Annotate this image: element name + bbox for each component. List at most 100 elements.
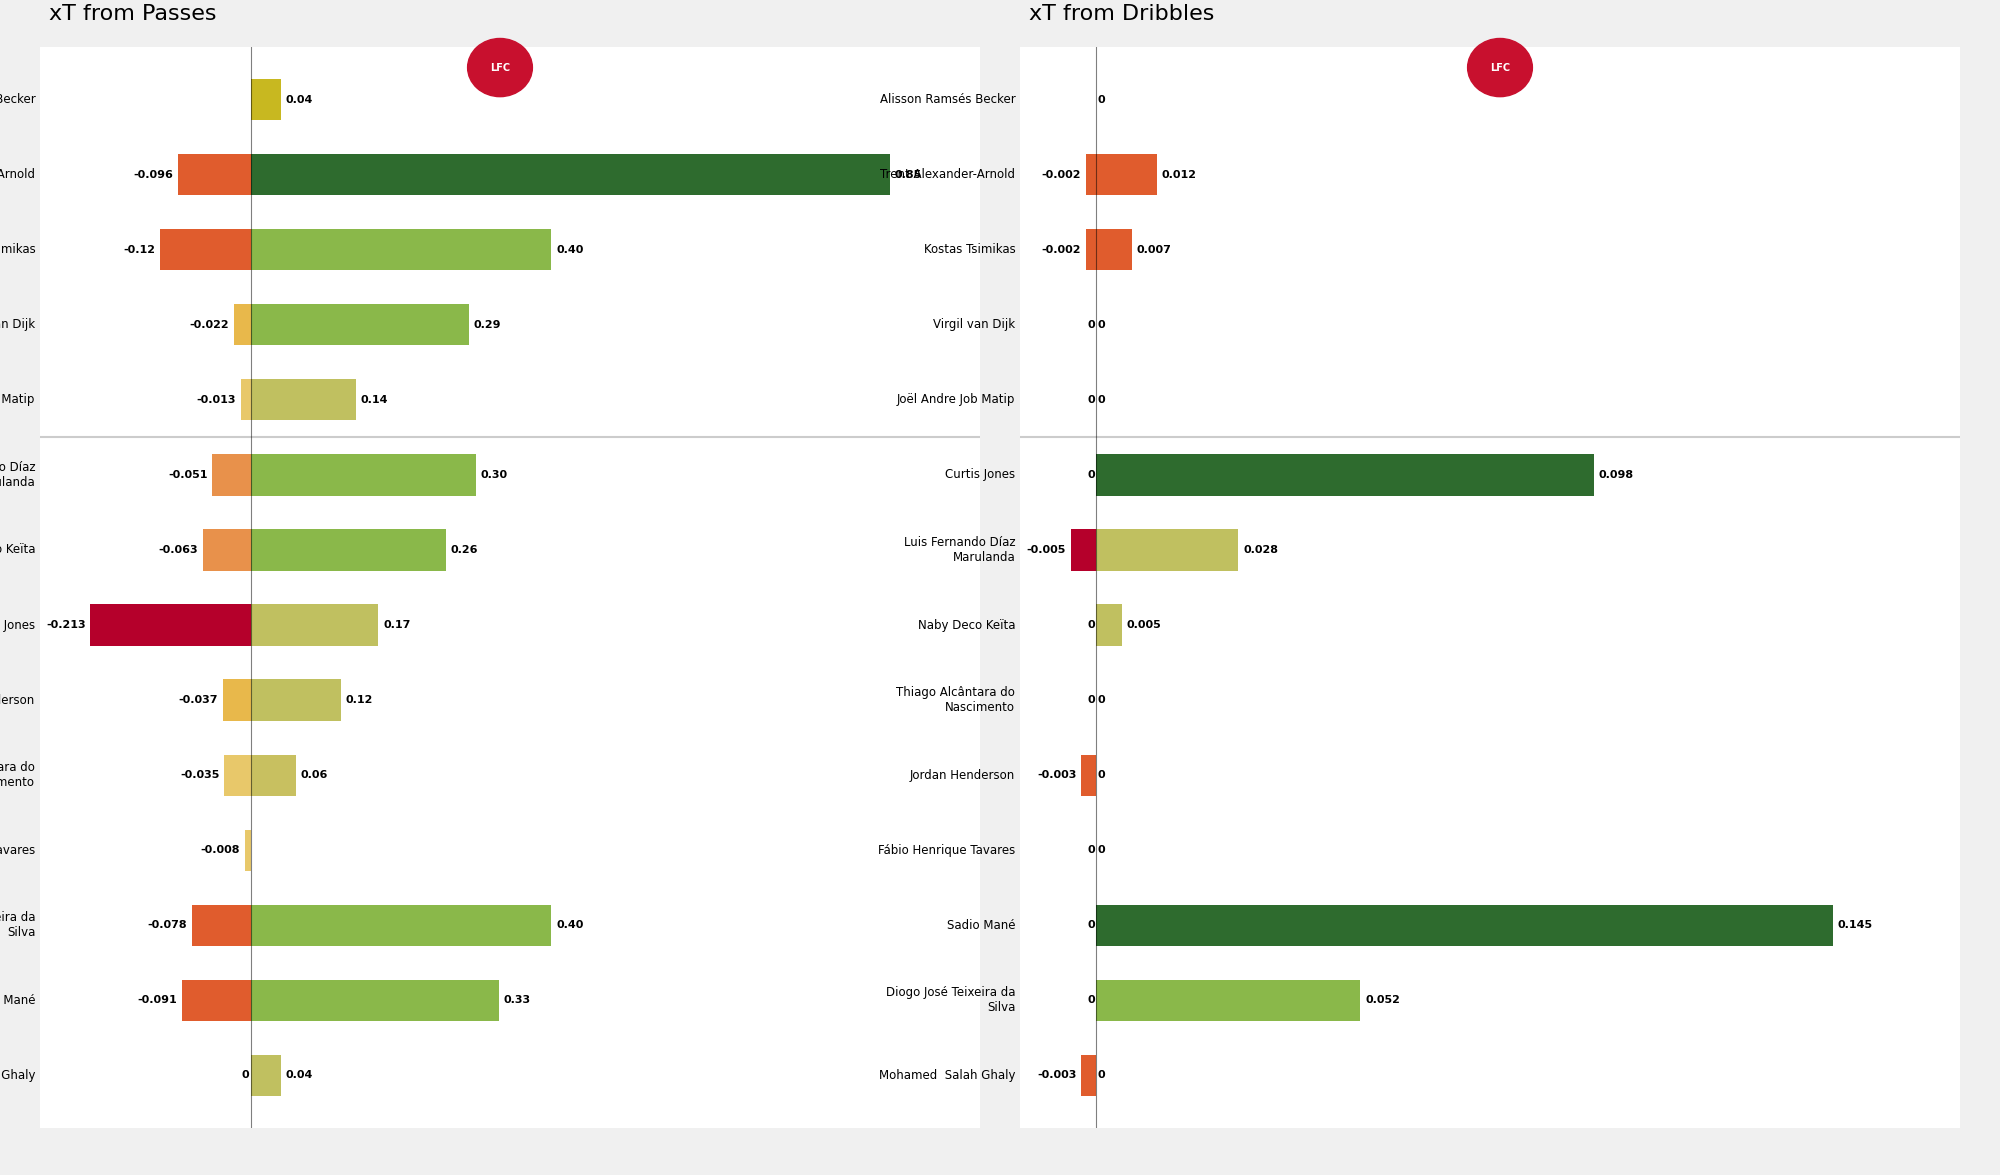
- Circle shape: [1468, 39, 1532, 96]
- Text: -0.051: -0.051: [168, 470, 208, 479]
- Text: Sadio Mané: Sadio Mané: [0, 994, 36, 1007]
- Text: 0.04: 0.04: [286, 1070, 312, 1081]
- Text: -0.008: -0.008: [200, 845, 240, 855]
- Text: 0.06: 0.06: [300, 770, 328, 780]
- Text: Naby Deco Keïta: Naby Deco Keïta: [918, 618, 1016, 631]
- Text: Virgil van Dijk: Virgil van Dijk: [934, 318, 1016, 331]
- Text: Trent Alexander-Arnold: Trent Alexander-Arnold: [0, 168, 36, 181]
- Bar: [90, 604, 250, 646]
- Text: Alisson Ramsés Becker: Alisson Ramsés Becker: [880, 93, 1016, 106]
- Bar: [1096, 905, 1832, 946]
- Text: 0: 0: [1088, 470, 1096, 479]
- Text: Jordan Henderson: Jordan Henderson: [0, 693, 36, 706]
- Text: -0.022: -0.022: [190, 320, 230, 330]
- Text: 0.85: 0.85: [894, 169, 922, 180]
- Text: -0.003: -0.003: [1036, 1070, 1076, 1081]
- Bar: [1096, 604, 1122, 646]
- Text: Thiago Alcântara do
Nascimento: Thiago Alcântara do Nascimento: [0, 761, 36, 790]
- Bar: [1086, 154, 1096, 195]
- Text: 0.028: 0.028: [1244, 545, 1278, 555]
- Text: 0: 0: [1088, 845, 1096, 855]
- Bar: [250, 980, 498, 1021]
- Text: 0.17: 0.17: [384, 620, 410, 630]
- Text: 0.098: 0.098: [1598, 470, 1634, 479]
- Text: Luis Fernando Díaz
Marulanda: Luis Fernando Díaz Marulanda: [904, 536, 1016, 564]
- Bar: [250, 304, 468, 345]
- Text: 0.052: 0.052: [1366, 995, 1400, 1006]
- Text: 0: 0: [1088, 920, 1096, 931]
- Bar: [160, 229, 250, 270]
- Text: LFC: LFC: [1490, 62, 1510, 73]
- Text: xT from Dribbles: xT from Dribbles: [1030, 5, 1214, 25]
- Text: Luis Fernando Díaz
Marulanda: Luis Fernando Díaz Marulanda: [0, 461, 36, 489]
- Circle shape: [468, 39, 532, 96]
- Text: Fábio Henrique Tavares: Fábio Henrique Tavares: [878, 844, 1016, 857]
- Text: Curtis Jones: Curtis Jones: [946, 469, 1016, 482]
- Bar: [182, 980, 250, 1021]
- Bar: [1080, 754, 1096, 795]
- Bar: [234, 304, 250, 345]
- Text: 0: 0: [1098, 395, 1104, 405]
- Bar: [250, 229, 552, 270]
- Text: -0.037: -0.037: [178, 696, 218, 705]
- Bar: [250, 754, 296, 795]
- Text: Sadio Mané: Sadio Mané: [946, 919, 1016, 932]
- Text: Kostas Tsimikas: Kostas Tsimikas: [924, 243, 1016, 256]
- Text: 0: 0: [1098, 94, 1104, 105]
- Text: 0.33: 0.33: [504, 995, 530, 1006]
- Text: 0.005: 0.005: [1126, 620, 1162, 630]
- Bar: [244, 830, 250, 871]
- Text: LFC: LFC: [490, 62, 510, 73]
- Text: 0: 0: [1098, 845, 1104, 855]
- Text: Diogo José Teixeira da
Silva: Diogo José Teixeira da Silva: [886, 986, 1016, 1014]
- Bar: [204, 529, 250, 571]
- Bar: [250, 154, 890, 195]
- Text: xT from Passes: xT from Passes: [50, 5, 216, 25]
- Text: 0: 0: [1088, 620, 1096, 630]
- Text: 0.007: 0.007: [1136, 244, 1172, 255]
- Text: 0.14: 0.14: [360, 395, 388, 405]
- Text: 0: 0: [1088, 395, 1096, 405]
- Text: 0.04: 0.04: [286, 94, 312, 105]
- Text: -0.002: -0.002: [1042, 244, 1082, 255]
- Text: -0.002: -0.002: [1042, 169, 1082, 180]
- Text: 0.30: 0.30: [480, 470, 508, 479]
- Text: 0: 0: [1098, 1070, 1104, 1081]
- Text: 0.40: 0.40: [556, 920, 584, 931]
- Text: -0.078: -0.078: [148, 920, 188, 931]
- Bar: [224, 754, 250, 795]
- Bar: [212, 455, 250, 496]
- Text: Jordan Henderson: Jordan Henderson: [910, 768, 1016, 781]
- Text: 0: 0: [1098, 770, 1104, 780]
- Text: Joël Andre Job Matip: Joël Andre Job Matip: [0, 394, 36, 407]
- Text: 0.145: 0.145: [1838, 920, 1872, 931]
- Text: -0.035: -0.035: [180, 770, 220, 780]
- Bar: [250, 380, 356, 421]
- Text: 0: 0: [242, 1070, 250, 1081]
- Bar: [1096, 154, 1158, 195]
- Bar: [222, 679, 250, 720]
- Text: Naby Deco Keïta: Naby Deco Keïta: [0, 544, 36, 557]
- Bar: [178, 154, 250, 195]
- Text: -0.213: -0.213: [46, 620, 86, 630]
- Bar: [250, 79, 280, 120]
- Text: 0: 0: [1098, 696, 1104, 705]
- Text: -0.063: -0.063: [158, 545, 198, 555]
- Text: 0.26: 0.26: [450, 545, 478, 555]
- Text: Alisson Ramsés Becker: Alisson Ramsés Becker: [0, 93, 36, 106]
- Bar: [1096, 455, 1594, 496]
- Text: Fábio Henrique Tavares: Fábio Henrique Tavares: [0, 844, 36, 857]
- Text: Mohamed  Salah Ghaly: Mohamed Salah Ghaly: [0, 1069, 36, 1082]
- Text: 0.012: 0.012: [1162, 169, 1196, 180]
- Bar: [1096, 229, 1132, 270]
- Text: Diogo José Teixeira da
Silva: Diogo José Teixeira da Silva: [0, 912, 36, 939]
- Bar: [1086, 229, 1096, 270]
- Text: 0.29: 0.29: [474, 320, 500, 330]
- Text: -0.096: -0.096: [134, 169, 174, 180]
- Text: -0.005: -0.005: [1026, 545, 1066, 555]
- Bar: [1080, 1055, 1096, 1096]
- Bar: [250, 604, 378, 646]
- Bar: [250, 679, 340, 720]
- Text: Thiago Alcântara do
Nascimento: Thiago Alcântara do Nascimento: [896, 686, 1016, 714]
- Text: 0: 0: [1088, 696, 1096, 705]
